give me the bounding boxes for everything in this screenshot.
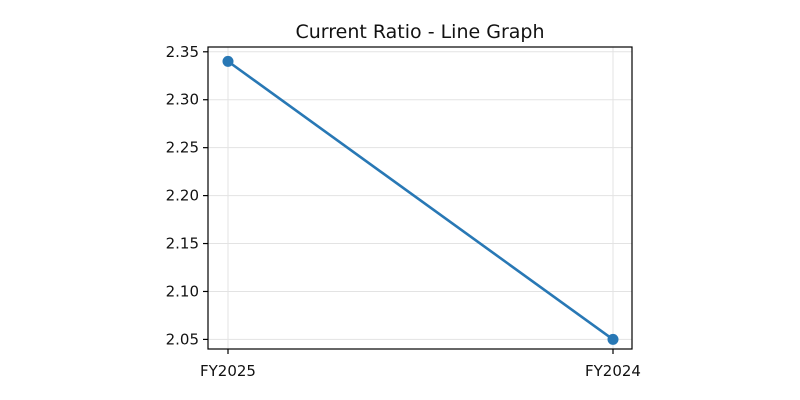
y-tick-label: 2.05 — [166, 330, 199, 348]
grid-layer — [208, 47, 632, 349]
y-tick-label: 2.25 — [166, 139, 199, 157]
y-tick-label: 2.20 — [166, 187, 199, 205]
y-axis: 2.05 2.10 2.15 2.20 2.25 2.30 2.35 — [166, 43, 208, 348]
series-layer — [222, 55, 619, 345]
y-tick-label: 2.10 — [166, 282, 199, 300]
chart-title: Current Ratio - Line Graph — [295, 21, 544, 43]
series-line — [227, 60, 614, 341]
data-point-marker — [222, 55, 234, 67]
plot-area-frame — [207, 46, 633, 350]
data-point-marker — [607, 333, 619, 345]
y-tick-label: 2.35 — [166, 43, 199, 61]
x-axis: FY2025 FY2024 — [200, 349, 641, 380]
x-tick-label: FY2024 — [585, 362, 641, 380]
y-tick-label: 2.15 — [166, 235, 199, 253]
x-tick-label: FY2025 — [200, 362, 256, 380]
y-tick-label: 2.30 — [166, 91, 199, 109]
